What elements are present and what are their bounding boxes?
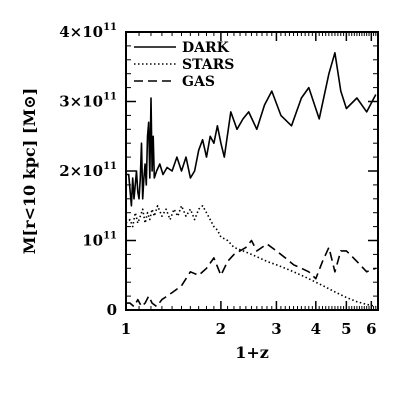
x-tick-label: 4	[311, 320, 321, 338]
x-axis-title: 1+z	[235, 343, 269, 362]
legend-label-gas: GAS	[182, 74, 215, 90]
y-tick-label: 0	[107, 301, 117, 319]
series-line-dark	[126, 51, 377, 207]
y-tick-label: 4×1011	[59, 22, 117, 41]
legend-label-stars: STARS	[182, 57, 234, 73]
axis-ticks: 1 2 3 4 5 6 0 1011 2×1011 3×1011 4×1011	[59, 22, 379, 338]
x-tick-label: 2	[216, 320, 226, 338]
series-line-stars	[125, 205, 376, 308]
y-axis-title: M[r<10 kpc] [M⊙]	[20, 88, 39, 254]
y-tick-label: 1011	[82, 231, 117, 250]
x-tick-label: 5	[341, 320, 351, 338]
y-tick-label: 2×1011	[59, 161, 117, 180]
x-tick-label: 6	[366, 320, 376, 338]
x-tick-label: 3	[271, 320, 281, 338]
y-tick-label: 3×1011	[59, 92, 117, 111]
x-tick-label: 1	[121, 320, 131, 338]
legend-label-dark: DARK	[182, 40, 230, 56]
plot-frame	[125, 31, 379, 311]
series-lines	[125, 51, 377, 308]
series-line-gas	[126, 239, 377, 308]
